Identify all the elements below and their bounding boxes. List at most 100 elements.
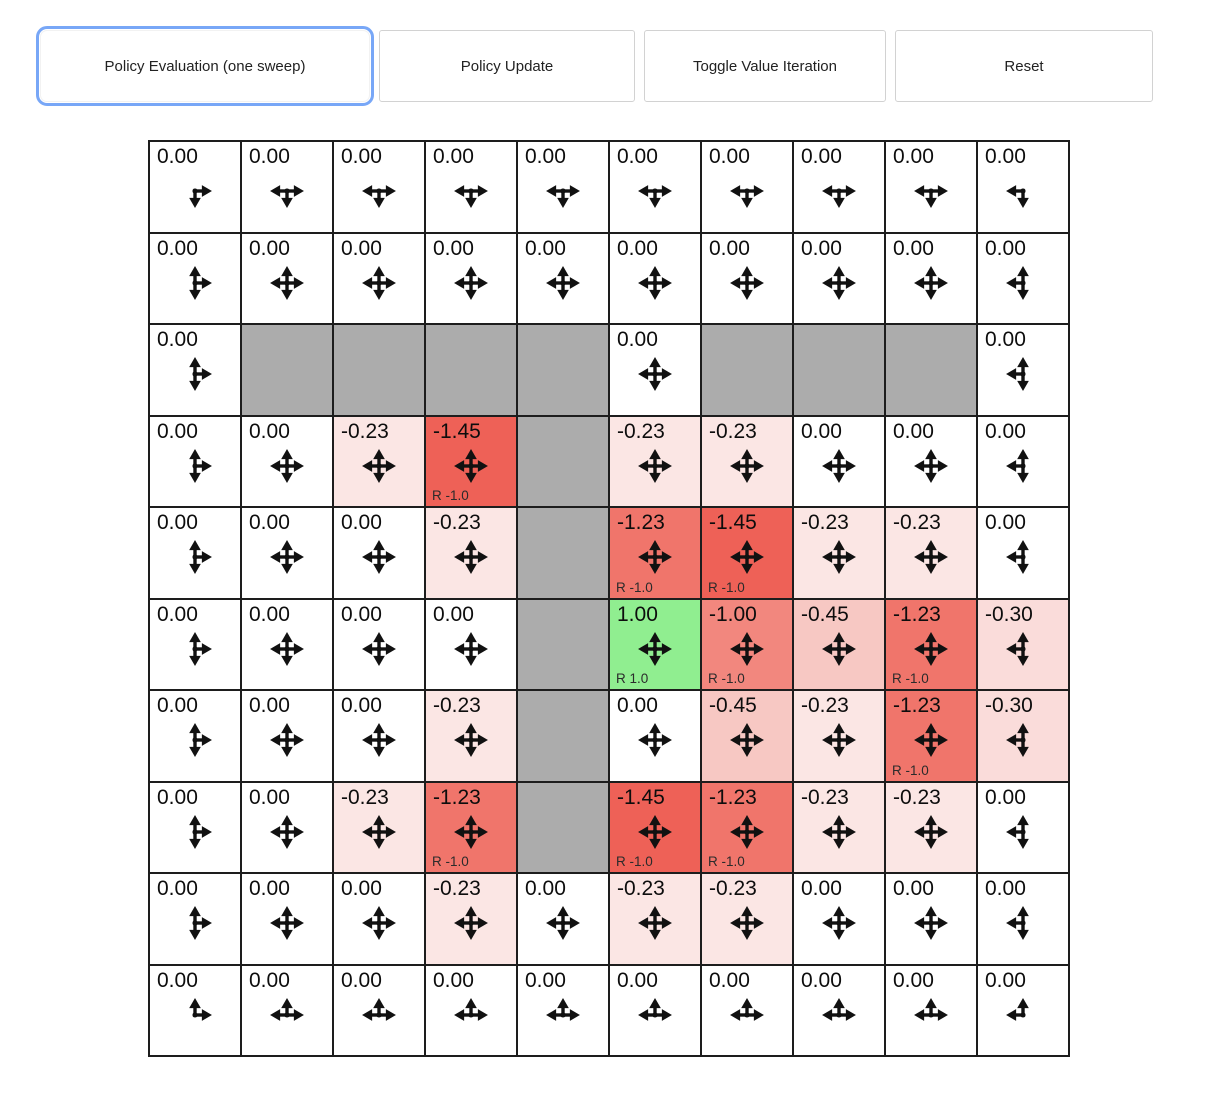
grid-cell[interactable]: -0.23 <box>701 415 793 507</box>
grid-cell[interactable]: 0.00 <box>977 324 1069 416</box>
grid-cell[interactable]: 0.00 <box>333 690 425 782</box>
grid-cell[interactable]: 0.00 <box>241 507 333 599</box>
wall-cell[interactable] <box>701 324 793 416</box>
grid-cell[interactable]: 0.00 <box>793 964 885 1056</box>
grid-cell[interactable]: 0.00 <box>609 690 701 782</box>
grid-cell[interactable]: 0.00 <box>977 415 1069 507</box>
grid-cell[interactable]: 0.00 <box>885 232 977 324</box>
policy-evaluation-button[interactable]: Policy Evaluation (one sweep) <box>36 26 374 106</box>
wall-cell[interactable] <box>517 324 609 416</box>
grid-cell[interactable]: 0.00 <box>609 324 701 416</box>
toggle-value-iteration-button[interactable]: Toggle Value Iteration <box>644 30 886 102</box>
grid-cell[interactable]: -0.23 <box>425 873 517 965</box>
grid-cell[interactable]: 0.00 <box>149 598 241 690</box>
grid-cell[interactable]: -1.23 R -1.0 <box>701 781 793 873</box>
grid-cell[interactable]: 0.00 <box>241 690 333 782</box>
grid-cell[interactable]: 0.00 <box>885 141 977 233</box>
grid-cell[interactable]: 0.00 <box>793 873 885 965</box>
wall-cell[interactable] <box>241 324 333 416</box>
grid-cell[interactable]: -1.23 R -1.0 <box>609 507 701 599</box>
grid-cell[interactable]: -1.00 R -1.0 <box>701 598 793 690</box>
grid-cell[interactable]: -1.45 R -1.0 <box>701 507 793 599</box>
grid-cell[interactable]: -0.30 <box>977 690 1069 782</box>
wall-cell[interactable] <box>885 324 977 416</box>
grid-cell[interactable]: 0.00 <box>149 873 241 965</box>
grid-cell[interactable]: -0.23 <box>333 781 425 873</box>
grid-cell[interactable]: 0.00 <box>885 873 977 965</box>
grid-cell[interactable]: -0.23 <box>793 781 885 873</box>
grid-cell[interactable]: -0.23 <box>793 690 885 782</box>
grid-cell[interactable]: 0.00 <box>241 141 333 233</box>
grid-cell[interactable]: 0.00 <box>241 415 333 507</box>
grid-cell[interactable]: 0.00 <box>701 964 793 1056</box>
grid-cell[interactable]: 0.00 <box>241 598 333 690</box>
grid-cell[interactable]: -1.23 R -1.0 <box>885 690 977 782</box>
grid-cell[interactable]: 0.00 <box>701 232 793 324</box>
grid-cell[interactable]: 0.00 <box>977 781 1069 873</box>
grid-cell[interactable]: 0.00 <box>609 964 701 1056</box>
grid-cell[interactable]: 0.00 <box>149 690 241 782</box>
grid-cell[interactable]: 0.00 <box>977 141 1069 233</box>
grid-cell[interactable]: 0.00 <box>333 507 425 599</box>
policy-update-button[interactable]: Policy Update <box>379 30 635 102</box>
grid-cell[interactable]: 0.00 <box>241 964 333 1056</box>
grid-cell[interactable]: 0.00 <box>609 232 701 324</box>
grid-cell[interactable]: -0.45 <box>701 690 793 782</box>
reset-button[interactable]: Reset <box>895 30 1153 102</box>
grid-cell[interactable]: 0.00 <box>425 141 517 233</box>
grid-cell[interactable]: 1.00 R 1.0 <box>609 598 701 690</box>
grid-cell[interactable]: 0.00 <box>977 232 1069 324</box>
grid-cell[interactable]: -1.45 R -1.0 <box>425 415 517 507</box>
grid-cell[interactable]: 0.00 <box>149 141 241 233</box>
grid-cell[interactable]: 0.00 <box>517 873 609 965</box>
grid-cell[interactable]: -0.23 <box>701 873 793 965</box>
grid-cell[interactable]: -1.23 R -1.0 <box>425 781 517 873</box>
grid-cell[interactable]: 0.00 <box>149 781 241 873</box>
grid-cell[interactable]: 0.00 <box>425 598 517 690</box>
grid-cell[interactable]: 0.00 <box>333 598 425 690</box>
grid-cell[interactable]: 0.00 <box>149 324 241 416</box>
grid-cell[interactable]: 0.00 <box>517 141 609 233</box>
grid-cell[interactable]: -0.23 <box>333 415 425 507</box>
grid-cell[interactable]: 0.00 <box>793 415 885 507</box>
wall-cell[interactable] <box>517 598 609 690</box>
grid-cell[interactable]: -0.30 <box>977 598 1069 690</box>
grid-cell[interactable]: -1.23 R -1.0 <box>885 598 977 690</box>
wall-cell[interactable] <box>425 324 517 416</box>
wall-cell[interactable] <box>517 690 609 782</box>
wall-cell[interactable] <box>793 324 885 416</box>
grid-cell[interactable]: 0.00 <box>977 873 1069 965</box>
grid-cell[interactable]: 0.00 <box>149 964 241 1056</box>
grid-cell[interactable]: 0.00 <box>149 232 241 324</box>
wall-cell[interactable] <box>333 324 425 416</box>
grid-cell[interactable]: 0.00 <box>609 141 701 233</box>
grid-cell[interactable]: 0.00 <box>241 232 333 324</box>
grid-cell[interactable]: 0.00 <box>333 141 425 233</box>
wall-cell[interactable] <box>517 415 609 507</box>
grid-cell[interactable]: 0.00 <box>793 232 885 324</box>
grid-cell[interactable]: 0.00 <box>425 232 517 324</box>
grid-cell[interactable]: 0.00 <box>885 964 977 1056</box>
wall-cell[interactable] <box>517 781 609 873</box>
grid-cell[interactable]: -0.23 <box>885 507 977 599</box>
grid-cell[interactable]: -0.45 <box>793 598 885 690</box>
grid-cell[interactable]: 0.00 <box>425 964 517 1056</box>
grid-cell[interactable]: 0.00 <box>517 232 609 324</box>
grid-cell[interactable]: 0.00 <box>333 232 425 324</box>
grid-cell[interactable]: 0.00 <box>241 781 333 873</box>
grid-cell[interactable]: 0.00 <box>149 415 241 507</box>
grid-cell[interactable]: 0.00 <box>885 415 977 507</box>
grid-cell[interactable]: -0.23 <box>425 507 517 599</box>
grid-cell[interactable]: -0.23 <box>609 873 701 965</box>
grid-cell[interactable]: 0.00 <box>149 507 241 599</box>
grid-cell[interactable]: -0.23 <box>885 781 977 873</box>
grid-cell[interactable]: 0.00 <box>977 964 1069 1056</box>
grid-cell[interactable]: 0.00 <box>333 873 425 965</box>
grid-cell[interactable]: -0.23 <box>793 507 885 599</box>
wall-cell[interactable] <box>517 507 609 599</box>
grid-cell[interactable]: -0.23 <box>425 690 517 782</box>
grid-cell[interactable]: 0.00 <box>517 964 609 1056</box>
grid-cell[interactable]: 0.00 <box>793 141 885 233</box>
grid-cell[interactable]: 0.00 <box>241 873 333 965</box>
grid-cell[interactable]: 0.00 <box>333 964 425 1056</box>
